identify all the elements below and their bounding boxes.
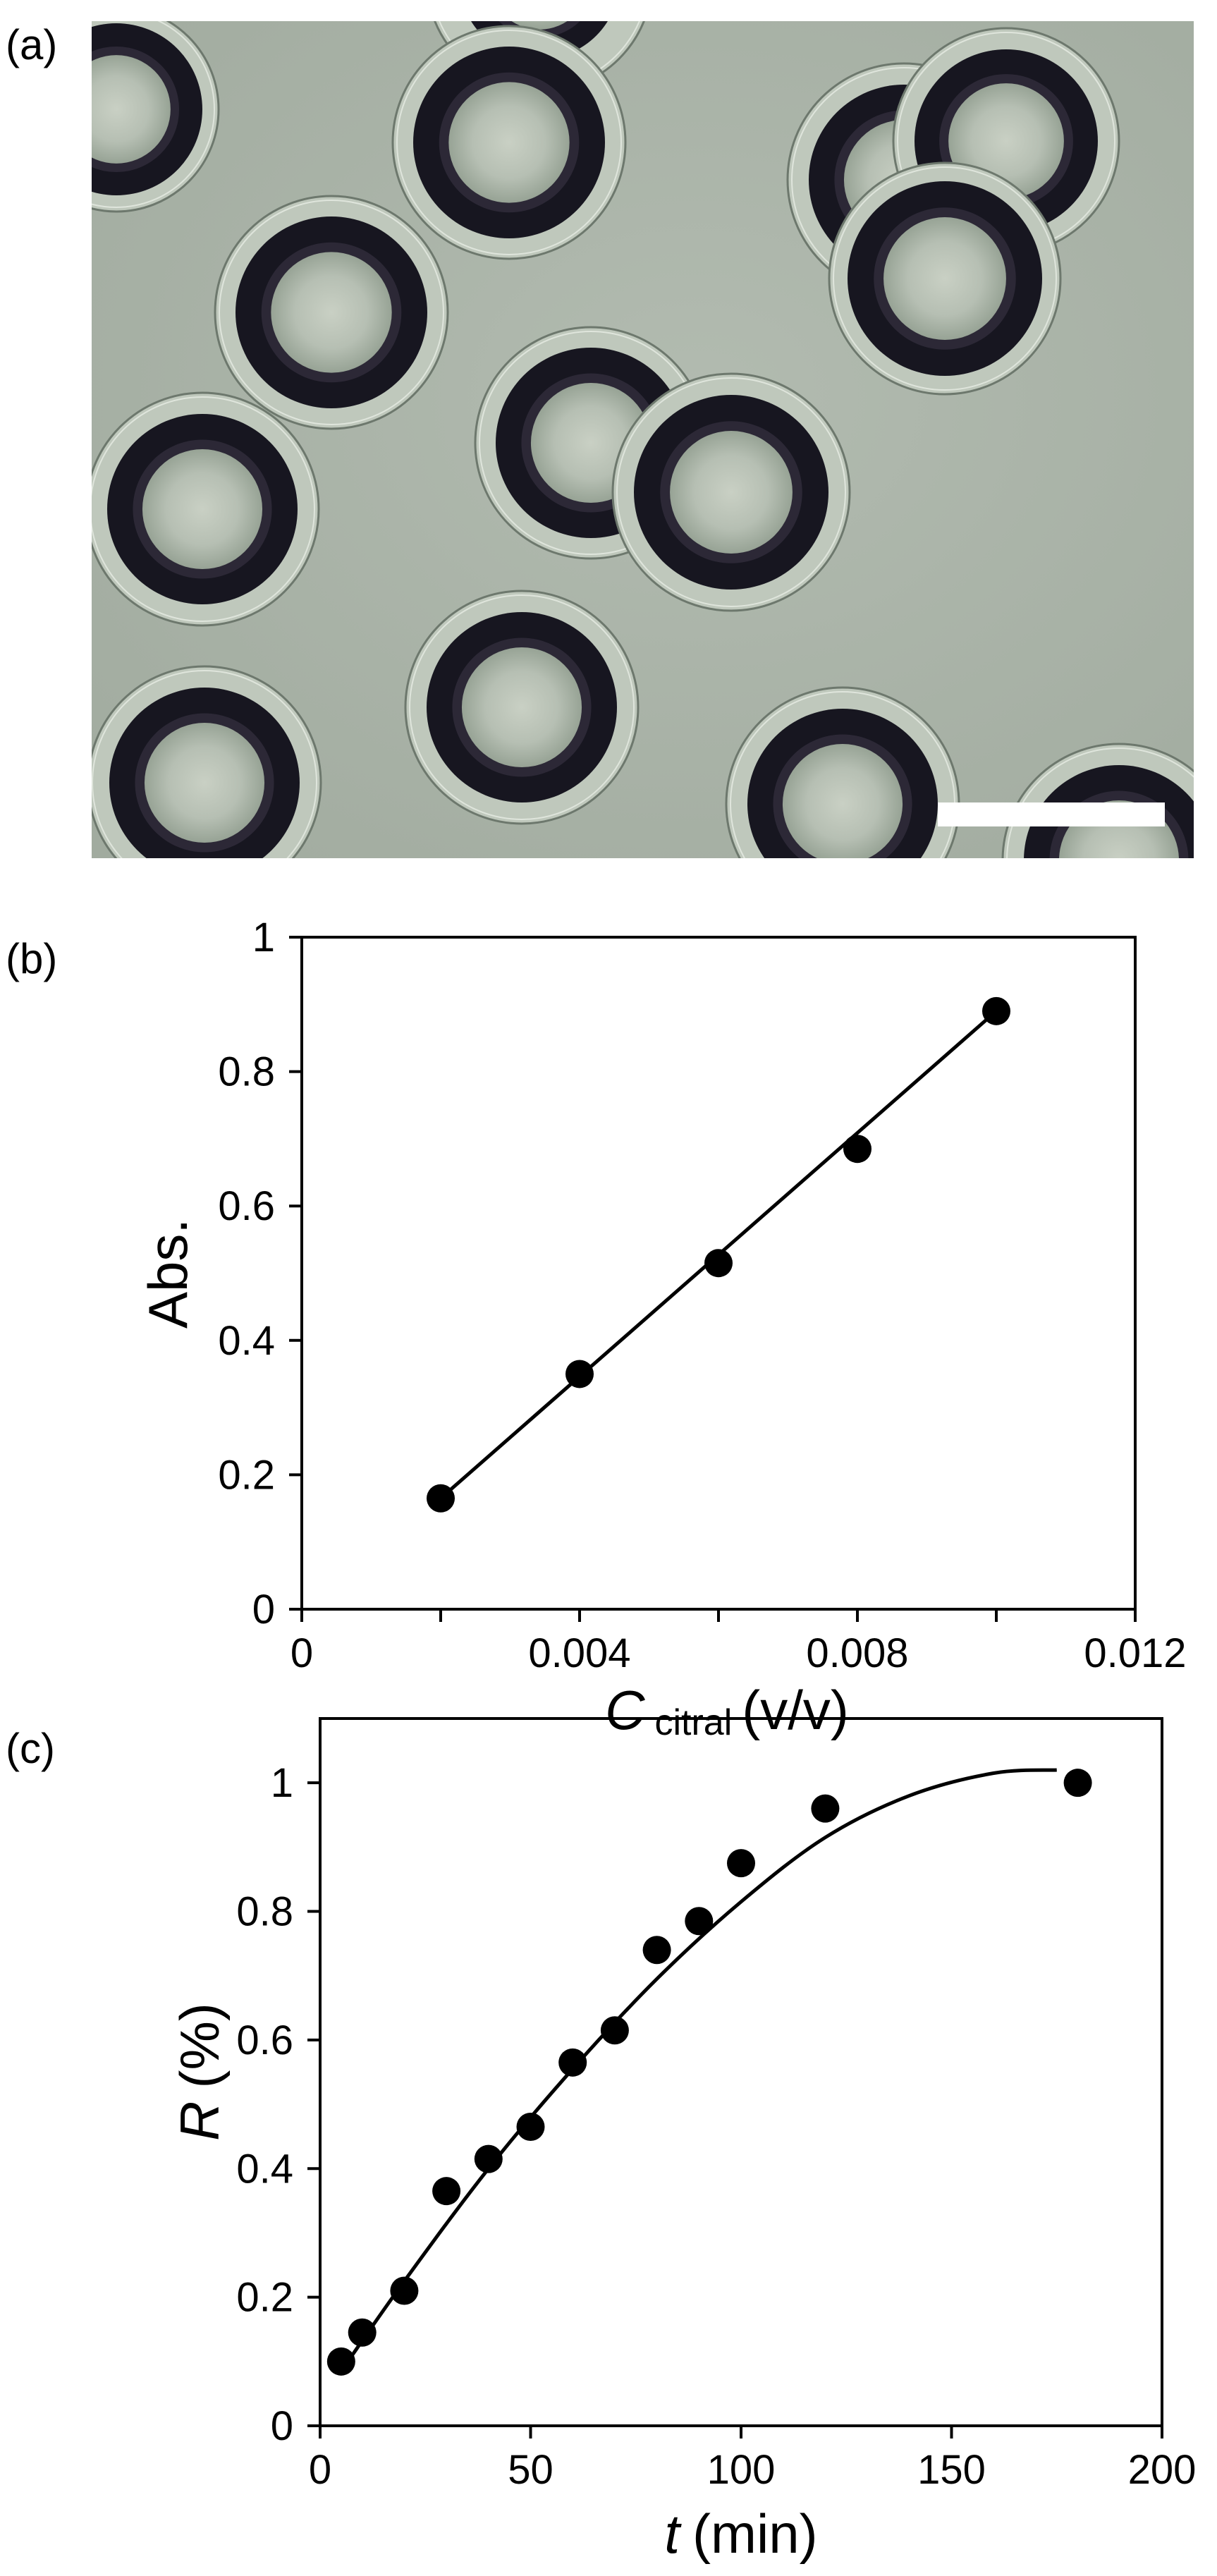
chart-b-ticks — [289, 936, 1137, 1622]
data-point — [600, 2016, 629, 2045]
panel-label-a: (a) — [6, 21, 57, 68]
y-tick-label: 0 — [271, 2403, 293, 2449]
capsule — [725, 686, 960, 858]
chart-b-points — [427, 996, 1010, 1513]
chart-c-ticks — [307, 1781, 1163, 2438]
y-tick-label: 0.2 — [236, 2275, 293, 2321]
chart-c-fit-curve — [339, 1768, 1057, 2372]
y-tick-label: 0.8 — [218, 1049, 275, 1095]
y-tick-label: 0.6 — [218, 1183, 275, 1229]
chart-c-points — [326, 1769, 1092, 2376]
chart-c-xlabel-main: t — [664, 2503, 682, 2565]
y-tick-label: 0.4 — [236, 2146, 293, 2192]
capsule — [391, 25, 627, 260]
x-tick-label: 100 — [707, 2447, 776, 2493]
data-point — [1063, 1769, 1092, 1797]
y-tick-label: 1 — [271, 1760, 293, 1806]
y-tick-label: 0.6 — [236, 2018, 293, 2063]
chart-c-ylabel-main: R — [169, 2101, 231, 2140]
y-tick-label: 0 — [252, 1587, 275, 1632]
x-tick-label: 0 — [309, 2447, 331, 2493]
data-point — [516, 2113, 545, 2142]
data-point — [642, 1936, 671, 1965]
data-point — [727, 1849, 755, 1878]
chart-b-y-axis-label: Abs. — [137, 1219, 199, 1329]
y-tick-label: 0.2 — [218, 1452, 275, 1498]
y-tick-label: 1 — [252, 915, 275, 960]
capsule — [92, 391, 320, 627]
y-tick-label: 0.8 — [236, 1889, 293, 1935]
data-point — [811, 1794, 840, 1823]
x-tick-label: 0.004 — [528, 1630, 630, 1676]
capsule — [611, 372, 851, 612]
x-tick-label: 50 — [508, 2447, 554, 2493]
chart-b-xlabel-unit: (v/v) — [742, 1679, 849, 1741]
capsule — [404, 590, 640, 825]
data-point — [326, 2347, 355, 2376]
x-tick-label: 0 — [291, 1630, 313, 1676]
data-point — [474, 2144, 503, 2173]
data-point — [843, 1135, 872, 1164]
y-tick-label: 0.4 — [218, 1318, 275, 1364]
chart-b-xlabel-main: C — [605, 1679, 645, 1741]
capsule — [828, 161, 1062, 396]
chart-c-tick-labels: 0 50 100 150 200 0 0.2 0.4 0.6 0.8 1 — [236, 1760, 1196, 2493]
data-point — [558, 2048, 587, 2077]
chart-c-x-axis-label: t (min) — [664, 2503, 817, 2565]
release-chart: 0 50 100 150 200 0 0.2 0.4 0.6 0.8 1 t (min) R (%) — [169, 1717, 1196, 2565]
data-point — [982, 996, 1010, 1025]
data-point — [390, 2276, 419, 2305]
chart-c-ylabel-unit: (%) — [169, 2003, 231, 2088]
chart-c-y-axis-label: R (%) — [169, 2003, 231, 2141]
capsule — [214, 195, 449, 430]
capsule-group — [92, 21, 1194, 858]
panel-label-b: (b) — [6, 935, 57, 982]
capsule — [92, 665, 322, 858]
x-tick-label: 150 — [917, 2447, 986, 2493]
data-point — [704, 1249, 733, 1278]
chart-b-tick-labels: 0 0.004 0.008 0.012 0 0.2 0.4 0.6 0.8 1 — [218, 915, 1186, 1676]
data-point — [685, 1907, 714, 1936]
x-tick-label: 0.008 — [806, 1630, 908, 1676]
micrograph-panel — [92, 21, 1194, 858]
data-point — [432, 2177, 461, 2206]
x-tick-label: 0.012 — [1084, 1630, 1186, 1676]
x-tick-label: 200 — [1128, 2447, 1197, 2493]
data-point — [427, 1484, 455, 1513]
chart-b-xlabel-sub: citral — [654, 1702, 732, 1743]
capsule — [92, 21, 220, 213]
scale-bar — [938, 802, 1165, 826]
chart-c-xlabel-unit: (min) — [692, 2503, 818, 2565]
chart-c-plot-frame — [319, 1717, 1163, 2427]
data-point — [348, 2318, 377, 2347]
data-point — [565, 1360, 594, 1388]
panel-label-c: (c) — [6, 1725, 55, 1772]
capsule — [1001, 743, 1194, 858]
